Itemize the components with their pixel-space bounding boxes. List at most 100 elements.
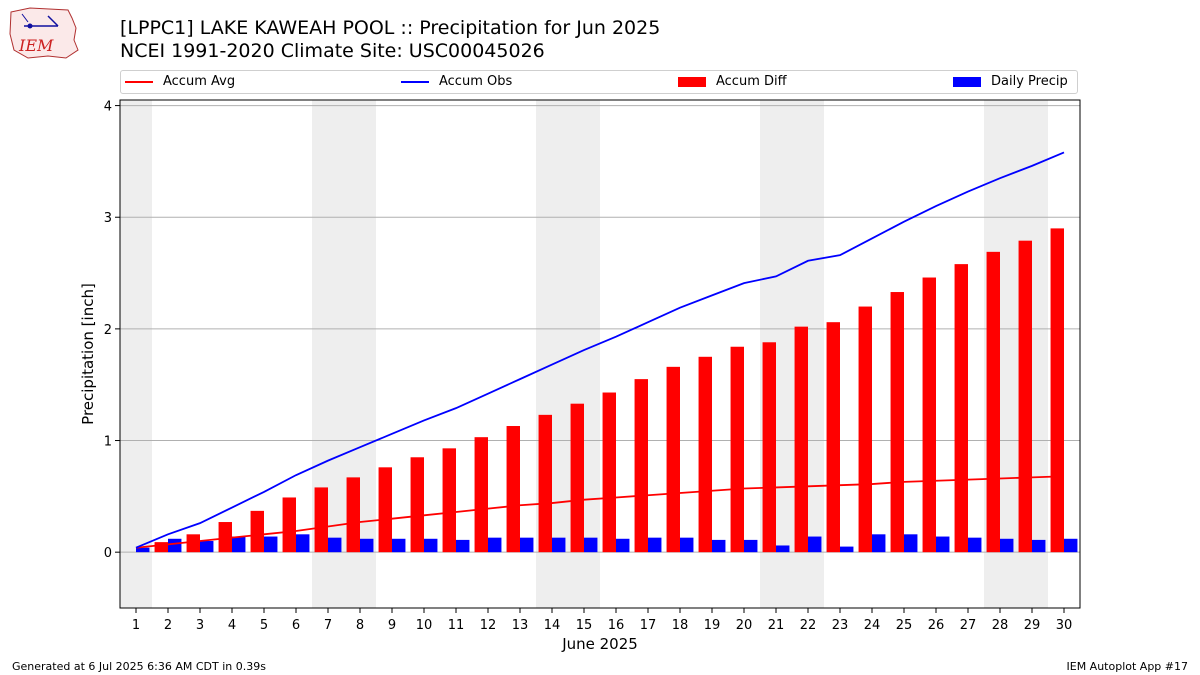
daily-precip-bar	[456, 539, 470, 553]
accum-diff-bar	[378, 467, 392, 553]
accum-diff-bar	[698, 356, 712, 553]
daily-precip-bar	[552, 537, 566, 553]
x-tick-label: 1	[132, 618, 140, 633]
x-tick-label: 23	[832, 618, 849, 633]
x-tick-label: 15	[576, 618, 593, 633]
accum-diff-bar	[1050, 228, 1064, 553]
x-tick-label: 4	[228, 618, 236, 633]
accum-diff-bar	[794, 326, 808, 553]
x-axis-label: June 2025	[561, 635, 638, 653]
daily-precip-bar	[424, 538, 438, 553]
legend-label-daily-precip: Daily Precip	[991, 74, 1068, 89]
accum-diff-bar	[154, 542, 168, 553]
x-tick-label: 28	[992, 618, 1009, 633]
footer-app: IEM Autoplot App #17	[1066, 660, 1189, 673]
y-axis-label: Precipitation [inch]	[79, 283, 97, 425]
x-tick-label: 12	[480, 618, 497, 633]
weekend-band	[120, 100, 152, 608]
daily-precip-bar	[360, 538, 374, 553]
accum-diff-bar	[314, 487, 328, 553]
accum-diff-bar	[1018, 240, 1032, 553]
y-tick-label: 1	[104, 435, 112, 450]
chart-title-line2: NCEI 1991-2020 Climate Site: USC00045026	[120, 40, 545, 62]
accum-obs-line	[135, 151, 1065, 549]
accum-diff-bar	[666, 366, 680, 553]
accum-diff-bar	[474, 437, 488, 553]
x-tick-label: 8	[356, 618, 364, 633]
x-tick-label: 24	[864, 618, 881, 633]
daily-precip-bar	[968, 537, 982, 553]
accum-diff-bar	[218, 522, 232, 553]
accum-diff-bar	[186, 534, 200, 553]
legend-swatch-accum-diff	[678, 76, 706, 87]
x-tick-label: 18	[672, 618, 689, 633]
legend-swatch-accum-obs	[401, 80, 429, 83]
accum-diff-bar	[410, 457, 424, 553]
accum-diff-bar	[602, 392, 616, 553]
accum-diff-bar	[634, 379, 648, 553]
daily-precip-bar	[776, 545, 790, 553]
accum-diff-bar	[282, 497, 296, 553]
legend-item-daily-precip: Daily Precip	[953, 74, 1068, 89]
x-tick-label: 17	[640, 618, 657, 633]
daily-precip-bar	[840, 546, 854, 553]
x-tick-label: 14	[544, 618, 561, 633]
x-tick-label: 22	[800, 618, 817, 633]
y-tick-label: 2	[104, 323, 112, 338]
daily-precip-bar	[648, 537, 662, 553]
x-tick-label: 2	[164, 618, 172, 633]
daily-precip-bar	[904, 534, 918, 553]
daily-precip-bar	[872, 534, 886, 553]
x-tick-label: 5	[260, 618, 268, 633]
x-tick-label: 16	[608, 618, 625, 633]
daily-precip-bar	[168, 538, 182, 553]
legend-swatch-accum-avg	[125, 80, 153, 83]
x-tick-label: 30	[1056, 618, 1073, 633]
daily-precip-bar	[680, 537, 694, 553]
x-tick-label: 13	[512, 618, 529, 633]
daily-precip-bar	[744, 539, 758, 553]
accum-diff-bar	[986, 251, 1000, 553]
x-tick-label: 25	[896, 618, 913, 633]
legend-label-accum-avg: Accum Avg	[163, 74, 236, 89]
legend-item-accum-obs: Accum Obs	[401, 74, 512, 89]
legend-item-accum-avg: Accum Avg	[125, 74, 235, 89]
legend-item-accum-diff: Accum Diff	[678, 74, 787, 89]
accum-diff-bar	[922, 277, 936, 553]
accum-diff-bar	[250, 510, 264, 553]
plot-frame	[119, 99, 1081, 609]
legend: Accum Avg Accum Obs Accum Diff Daily Pre…	[120, 70, 1078, 94]
x-tick-label: 27	[960, 618, 977, 633]
x-tick-label: 29	[1024, 618, 1041, 633]
y-tick-label: 3	[104, 211, 112, 226]
accum-diff-bar	[346, 477, 360, 553]
daily-precip-bar	[584, 537, 598, 553]
daily-precip-bar	[136, 547, 150, 553]
x-tick-label: 6	[292, 618, 300, 633]
x-tick-label: 20	[736, 618, 753, 633]
daily-precip-bar	[616, 538, 630, 553]
legend-label-accum-diff: Accum Diff	[716, 74, 787, 89]
x-tick-label: 26	[928, 618, 945, 633]
accum-diff-bar	[762, 342, 776, 553]
daily-precip-bar	[392, 538, 406, 553]
daily-precip-bar	[1032, 539, 1046, 553]
y-tick-label: 0	[104, 546, 112, 561]
accum-diff-bar	[826, 322, 840, 553]
x-tick-label: 7	[324, 618, 332, 633]
daily-precip-bar	[520, 537, 534, 553]
accum-diff-bar	[442, 448, 456, 553]
daily-precip-bar	[1000, 538, 1014, 553]
accum-diff-bar	[506, 426, 520, 553]
daily-precip-bar	[1064, 538, 1078, 553]
accum-diff-bar	[538, 414, 552, 553]
accum-avg-line	[135, 475, 1065, 549]
daily-precip-bar	[232, 536, 246, 553]
daily-precip-bar	[328, 537, 342, 553]
x-tick-label: 11	[448, 618, 465, 633]
x-tick-label: 19	[704, 618, 721, 633]
x-tick-label: 9	[388, 618, 396, 633]
daily-precip-bar	[488, 537, 502, 553]
daily-precip-bar	[264, 536, 278, 553]
